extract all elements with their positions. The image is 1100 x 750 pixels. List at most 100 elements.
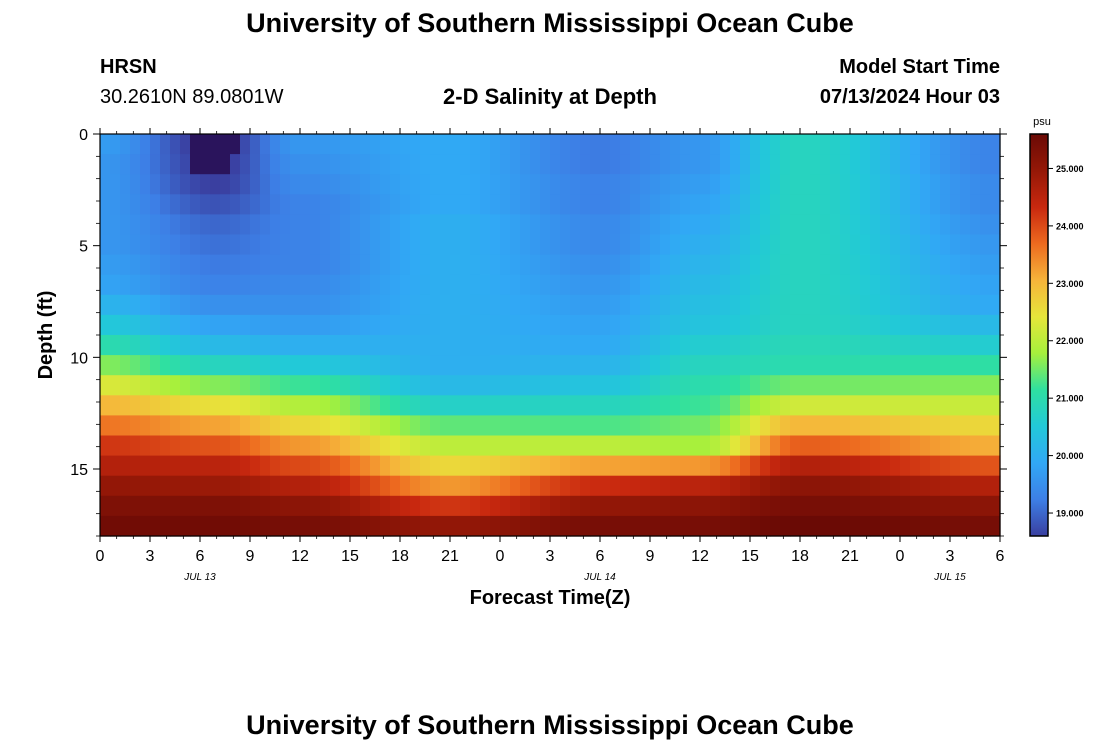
heatmap-cell [370, 435, 381, 457]
heatmap-cell [840, 254, 851, 276]
heatmap-cell [190, 335, 201, 356]
heatmap-cell [450, 395, 461, 416]
heatmap-cell [270, 194, 281, 215]
heatmap-cell [920, 314, 931, 336]
heatmap-cell [230, 415, 241, 437]
heatmap-cell [560, 234, 571, 256]
heatmap-cell [840, 234, 851, 256]
heatmap-cell [700, 174, 711, 195]
heatmap-cell [930, 234, 941, 256]
heatmap-cell [750, 435, 761, 457]
heatmap-cell [990, 335, 1001, 356]
heatmap-cell [230, 154, 241, 175]
heatmap-cell [650, 475, 661, 497]
heatmap-cell [830, 214, 841, 236]
heatmap-cell [570, 314, 581, 336]
heatmap-cell [550, 274, 561, 296]
heatmap-cell [930, 194, 941, 215]
heatmap-cell [890, 375, 901, 396]
heatmap-cell [830, 174, 841, 195]
heatmap-cell [980, 395, 991, 416]
heatmap-cell [830, 314, 841, 336]
heatmap-cell [980, 375, 991, 396]
heatmap-cell [110, 254, 121, 276]
heatmap-cell [390, 495, 401, 517]
heatmap-cell [200, 375, 211, 396]
heatmap-cell [850, 435, 861, 457]
heatmap-cell [290, 335, 301, 356]
heatmap-cell [470, 234, 481, 256]
heatmap-cell [540, 234, 551, 256]
heatmap-cell [280, 234, 291, 256]
heatmap-cell [570, 194, 581, 215]
heatmap-cell [130, 475, 141, 497]
heatmap-cell [390, 335, 401, 356]
heatmap-cell [440, 515, 451, 537]
heatmap-cell [770, 455, 781, 477]
heatmap-cell [400, 355, 411, 376]
date-label: JUL 15 [933, 572, 966, 583]
heatmap-cell [780, 134, 791, 155]
heatmap-cell [750, 415, 761, 437]
heatmap-cell [360, 214, 371, 236]
heatmap-cell [250, 134, 261, 155]
heatmap-cell [620, 515, 631, 537]
heatmap-cell [350, 415, 361, 437]
heatmap-cell [590, 515, 601, 537]
heatmap-cell [830, 515, 841, 537]
heatmap-cell [890, 355, 901, 376]
heatmap-cell [250, 174, 261, 195]
heatmap-cell [430, 154, 441, 175]
heatmap-cell [250, 375, 261, 396]
heatmap-cell [190, 274, 201, 296]
heatmap-cell [300, 314, 311, 336]
heatmap-cell [130, 154, 141, 175]
heatmap-cell [830, 495, 841, 517]
heatmap-cell [760, 214, 771, 236]
heatmap-cell [760, 194, 771, 215]
heatmap-cell [210, 355, 221, 376]
heatmap-cell [720, 214, 731, 236]
heatmap-cell [940, 355, 951, 376]
heatmap-cell [780, 455, 791, 477]
heatmap-cell [590, 355, 601, 376]
heatmap-cell [250, 395, 261, 416]
heatmap-cell [680, 274, 691, 296]
heatmap-cell [260, 415, 271, 437]
heatmap-cell [640, 134, 651, 155]
heatmap-cell [530, 214, 541, 236]
heatmap-cell [360, 154, 371, 175]
x-tick-label: 3 [546, 548, 555, 565]
heatmap-cell [270, 495, 281, 517]
heatmap-cell [610, 475, 621, 497]
heatmap-cell [120, 455, 131, 477]
heatmap-cell [450, 375, 461, 396]
heatmap-cell [800, 154, 811, 175]
heatmap-cell [590, 194, 601, 215]
heatmap-cell [870, 375, 881, 396]
heatmap-cell [270, 375, 281, 396]
heatmap-cell [200, 194, 211, 215]
heatmap-cell [160, 395, 171, 416]
heatmap-cell [870, 455, 881, 477]
heatmap-cell [580, 435, 591, 457]
heatmap-cell [250, 435, 261, 457]
heatmap-cell [520, 395, 531, 416]
heatmap-cell [210, 234, 221, 256]
heatmap-cell [630, 274, 641, 296]
heatmap-cell [420, 515, 431, 537]
heatmap-cell [400, 515, 411, 537]
heatmap-cell [270, 234, 281, 256]
heatmap-cell [790, 495, 801, 517]
heatmap-cell [740, 134, 751, 155]
heatmap-cell [320, 134, 331, 155]
heatmap-cell [870, 395, 881, 416]
heatmap-cell [110, 134, 121, 155]
heatmap-cell [590, 415, 601, 437]
heatmap-cell [460, 154, 471, 175]
heatmap-cell [570, 214, 581, 236]
heatmap-cell [480, 435, 491, 457]
heatmap-cell [340, 294, 351, 316]
heatmap-cell [360, 254, 371, 276]
heatmap-cell [690, 375, 701, 396]
